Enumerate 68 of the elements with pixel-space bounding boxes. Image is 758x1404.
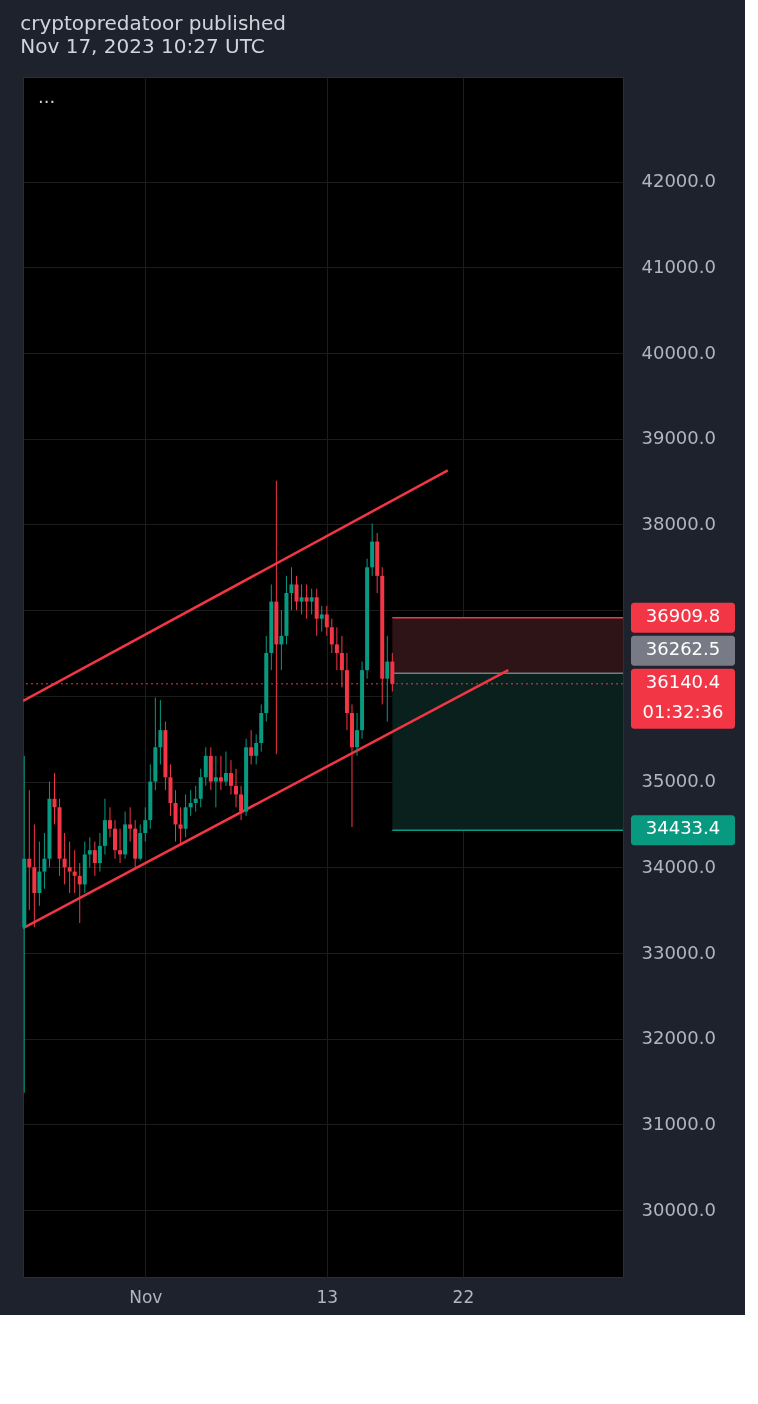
ref-line-label: 36262.5 <box>645 637 721 659</box>
candlestick <box>92 841 97 877</box>
candlestick <box>355 712 360 757</box>
candlestick <box>223 751 228 787</box>
candlestick <box>118 828 123 864</box>
candlestick <box>304 583 309 620</box>
candlestick <box>128 806 133 843</box>
y-tick-label: 40000.0 <box>641 341 716 363</box>
candlestick <box>97 832 102 873</box>
x-tick-label: 22 <box>452 1286 475 1307</box>
x-tick-label: Nov <box>129 1286 163 1307</box>
candlestick <box>314 588 319 637</box>
y-tick-label: 35000.0 <box>641 770 716 792</box>
candlestick <box>113 819 118 860</box>
candlestick <box>249 729 254 765</box>
annotation: ... <box>38 86 56 107</box>
ref-line-label: 36909.8 <box>645 604 721 626</box>
candlestick <box>254 733 259 765</box>
candlestick <box>183 793 188 838</box>
candlestick <box>72 849 77 894</box>
candlestick <box>324 605 329 637</box>
candlestick <box>309 588 314 615</box>
candlestick <box>52 772 57 825</box>
y-tick-label: 34000.0 <box>641 855 716 877</box>
candlestick <box>178 806 183 847</box>
y-tick-label: 38000.0 <box>641 512 716 534</box>
candlestick <box>173 789 178 843</box>
y-tick-label: 31000.0 <box>641 1112 716 1134</box>
candlestick <box>339 635 344 688</box>
candlestick <box>218 755 223 791</box>
candlestick <box>193 785 198 813</box>
y-tick-label: 41000.0 <box>641 255 716 277</box>
candlestick <box>203 746 208 787</box>
candlestick <box>234 768 239 808</box>
candlestick <box>385 635 390 723</box>
candlestick <box>329 618 334 654</box>
candlestick <box>62 832 67 885</box>
ref-line-label: 34433.4 <box>645 817 721 839</box>
candlestick <box>42 832 47 890</box>
y-tick-label: 32000.0 <box>641 1027 716 1049</box>
y-tick-label: 33000.0 <box>641 941 716 963</box>
candlestick <box>27 789 32 911</box>
y-tick-label: 42000.0 <box>641 170 716 192</box>
candlestick <box>390 652 395 693</box>
candlestick <box>77 862 82 924</box>
candlestick <box>289 566 294 611</box>
chart-title: cryptopredatoor published <box>20 11 286 35</box>
candlestick <box>294 575 299 611</box>
y-tick-label: 39000.0 <box>641 427 716 449</box>
candlestick <box>228 759 233 795</box>
candlestick <box>87 836 92 868</box>
candlestick <box>107 806 112 838</box>
candlestick <box>319 605 324 633</box>
y-tick-label: 30000.0 <box>641 1198 716 1220</box>
candlestick <box>334 626 339 671</box>
candlestick <box>279 609 284 671</box>
candlestick <box>158 699 163 765</box>
candlestick <box>198 768 203 808</box>
chart-subtitle: Nov 17, 2023 10:27 UTC <box>20 34 265 58</box>
candlestick <box>239 785 244 821</box>
candlestick <box>188 789 193 817</box>
ref-line-label: 36140.4 01:32:36 <box>642 670 724 722</box>
candlestick <box>37 841 42 907</box>
x-tick-label: 13 <box>316 1286 339 1307</box>
candlestick <box>67 841 72 894</box>
candlestick <box>299 583 304 615</box>
candlestick <box>143 806 148 843</box>
candlestick <box>213 755 218 808</box>
